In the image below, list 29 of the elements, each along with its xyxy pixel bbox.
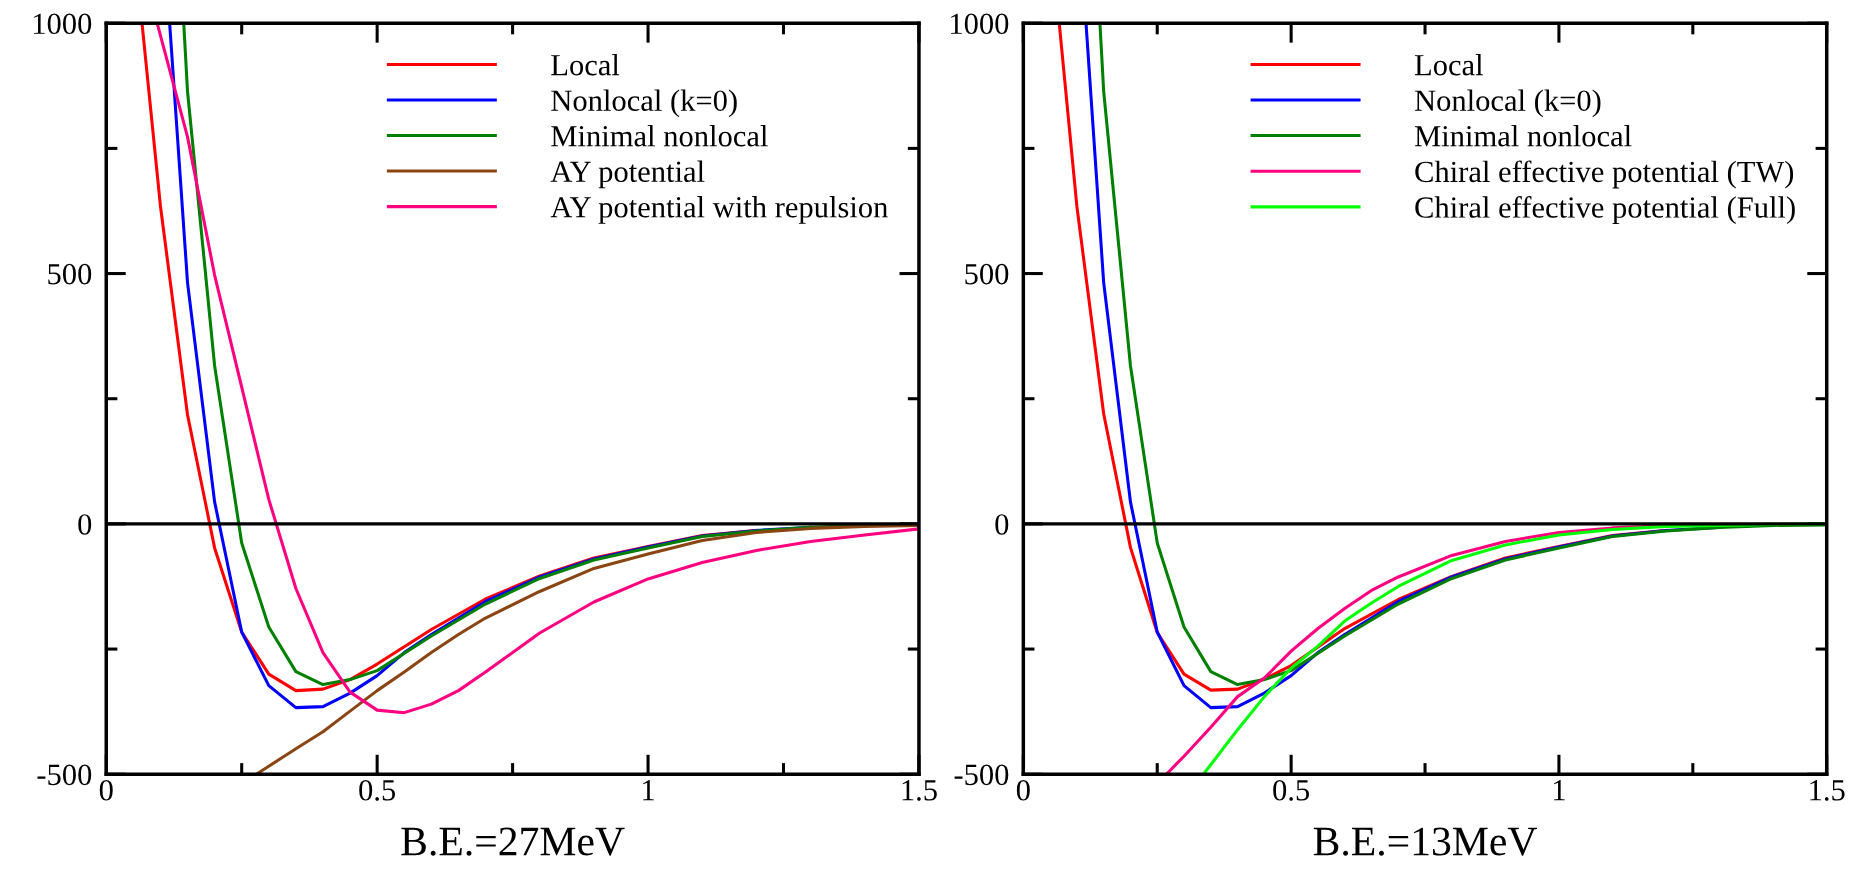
x-tick-label: 1.5 (902, 780, 937, 801)
legend-label: Minimal nonlocal (1414, 125, 1632, 147)
x-tick-label: 0.5 (359, 779, 396, 801)
x-tick-label: 1.5 (1810, 780, 1845, 801)
legend-label: Minimal nonlocal (551, 125, 768, 147)
legend-label: Nonlocal (k=0) (551, 89, 737, 118)
x-axis-title: B.E.=27MeV (401, 827, 625, 856)
legend-label: Local (1414, 53, 1483, 76)
x-tick-label: 0 (99, 779, 113, 801)
legend-label: Nonlocal (k=0) (1414, 89, 1601, 118)
x-tick-label: 1 (643, 780, 654, 801)
y-tick-label: -500 (954, 764, 1009, 786)
x-tick-label: 1 (1553, 780, 1565, 801)
legend-label: Chiral effective potential (TW) (1415, 160, 1794, 189)
legend-label: AY potential (550, 160, 705, 189)
legend-label: Chiral effective potential (Full) (1415, 196, 1795, 225)
y-tick-label: 1000 (33, 13, 92, 35)
y-tick-label: -500 (37, 764, 92, 786)
line-series (1098, 23, 1827, 687)
x-tick-label: 0.5 (1273, 779, 1310, 801)
y-tick-label: 0 (995, 514, 1009, 535)
legend-label: Local (551, 53, 620, 76)
legend-label: AY potential with repulsion (550, 196, 888, 224)
y-tick-label: 500 (48, 263, 92, 285)
x-tick-label: 0 (1016, 779, 1030, 801)
x-axis-title: B.E.=13MeV (1313, 827, 1537, 856)
y-tick-label: 500 (965, 263, 1009, 285)
y-tick-label: 1000 (951, 13, 1009, 35)
y-tick-label: 0 (78, 514, 92, 535)
